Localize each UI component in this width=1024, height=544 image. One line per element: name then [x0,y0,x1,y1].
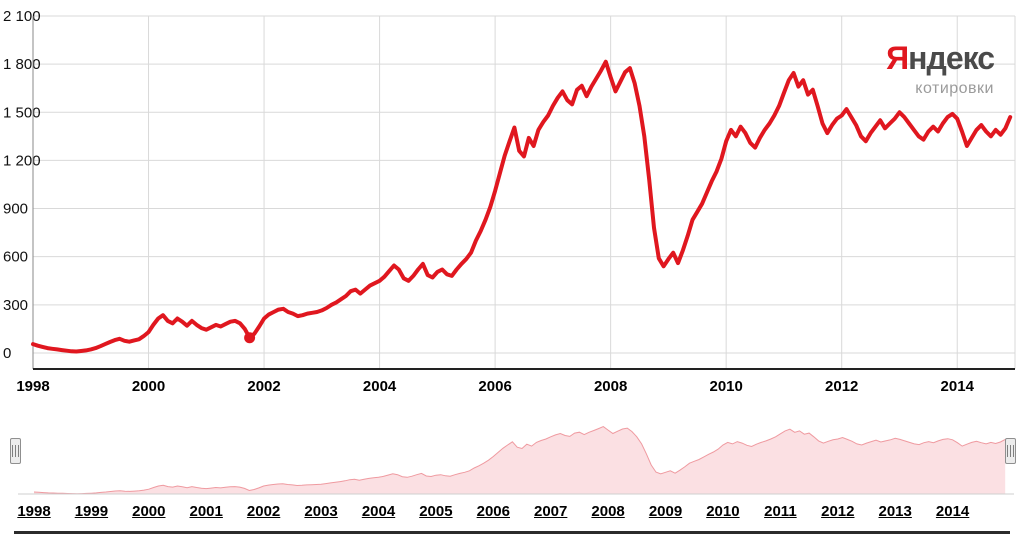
x-axis-label: 2008 [594,378,627,395]
navigator-year-label[interactable]: 2009 [648,503,683,520]
navigator-year-label[interactable]: 1999 [74,503,109,520]
x-axis-label: 2002 [247,378,280,395]
navigator-year-label[interactable]: 2010 [706,503,740,520]
y-axis-label: 600 [3,249,28,266]
y-axis-label: 1 500 [3,104,41,121]
grip-icon [18,445,19,457]
grip-icon [1007,445,1008,457]
bottom-border [14,531,1010,534]
grip-icon [1010,445,1011,457]
yandex-wordmark: Яндекс [886,40,995,76]
navigator-chart[interactable] [0,408,1024,500]
navigator-year-label[interactable]: 2006 [476,503,510,520]
y-axis-label: 1 800 [3,56,41,73]
navigator-area [34,426,1006,494]
navigator-year-label[interactable]: 2002 [246,503,281,520]
y-axis-label: 300 [3,297,28,314]
x-axis-label: 2006 [478,378,511,395]
navigator-year-label[interactable]: 2003 [304,503,338,520]
y-axis-label: 900 [3,201,28,218]
yandex-logo[interactable]: Яндекс котировки [886,40,995,97]
range-handle-right[interactable] [1005,438,1016,464]
x-axis-label: 2004 [363,378,397,395]
x-axis-label: 2000 [132,378,165,395]
yandex-wordmark-first-letter: Я [886,40,909,76]
y-axis-label: 0 [3,345,11,362]
navigator-year-label[interactable]: 2014 [935,503,970,520]
x-axis-label: 1998 [16,378,49,395]
x-axis-label: 2010 [709,378,742,395]
navigator-year-label[interactable]: 2000 [132,503,166,520]
yandex-wordmark-rest: ндекс [908,40,995,76]
navigator-year-label[interactable]: 2004 [361,503,396,520]
x-axis-label: 2012 [825,378,858,395]
navigator-year-label[interactable]: 2008 [591,503,625,520]
grip-icon [12,445,13,457]
navigator-year-label[interactable]: 2007 [534,503,568,520]
navigator-year-label[interactable]: 2011 [764,503,797,520]
navigator-year-label[interactable]: 2012 [821,503,855,520]
y-axis-label: 1 200 [3,152,41,169]
navigator-year-labels: 1998 1999 2000 2001 2002 2003 2004 2005 2006 2007… [0,501,1024,527]
grip-icon [1013,445,1014,457]
quotes-service-label: котировки [915,80,994,97]
main-chart[interactable]: 0 300 600 900 1 200 1 500 1 800 2 100 1998 2000 20… [0,0,1024,405]
navigator-year-label[interactable]: 2013 [878,503,912,520]
price-line[interactable] [31,59,1013,354]
x-axis-label: 2014 [941,378,975,395]
navigator-area-edge [33,426,1006,495]
range-navigator[interactable] [0,408,1024,500]
grip-icon [15,445,16,457]
navigator-year-label[interactable]: 2005 [419,503,453,520]
price-marker[interactable] [244,332,256,344]
y-axis-label: 2 100 [3,8,41,25]
range-handle-left[interactable] [10,438,21,464]
navigator-year-label[interactable]: 1998 [17,503,51,520]
navigator-year-label[interactable]: 2001 [189,503,223,520]
